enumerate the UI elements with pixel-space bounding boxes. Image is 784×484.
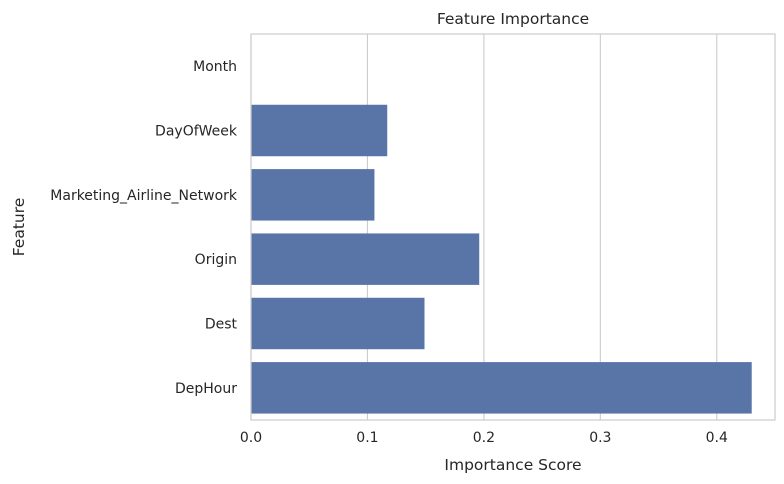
chart-title: Feature Importance: [437, 10, 589, 28]
x-tick-label: 0.2: [473, 430, 495, 446]
y-tick-label: Origin: [195, 252, 237, 268]
bar-dest: [251, 297, 425, 350]
y-tick-label: Dest: [205, 317, 238, 333]
bar-marketing-airline-network: [251, 169, 375, 221]
x-tick-label: 0.1: [356, 430, 378, 446]
plot-border: [250, 33, 776, 421]
y-tick-label: DayOfWeek: [155, 124, 238, 140]
y-tick-label: Marketing_Airline_Network: [50, 188, 238, 204]
y-tick-label: DepHour: [175, 381, 237, 397]
y-tick-label: Month: [193, 59, 237, 75]
plot-frame: [250, 33, 776, 421]
x-tick-labels: 0.0 0.1 0.2 0.3 0.4: [240, 430, 728, 446]
x-tick-label: 0.0: [240, 430, 262, 446]
bar-origin: [251, 233, 480, 285]
y-axis-label: Feature: [10, 198, 28, 257]
y-tick-labels: Month DayOfWeek Marketing_Airline_Network O…: [50, 59, 238, 397]
x-axis-label: Importance Score: [444, 456, 581, 474]
bar-dephour: [251, 362, 752, 414]
x-tick-label: 0.3: [589, 430, 611, 446]
x-tick-label: 0.4: [706, 430, 728, 446]
bars: [251, 104, 752, 414]
bar-dayofweek: [251, 104, 388, 157]
